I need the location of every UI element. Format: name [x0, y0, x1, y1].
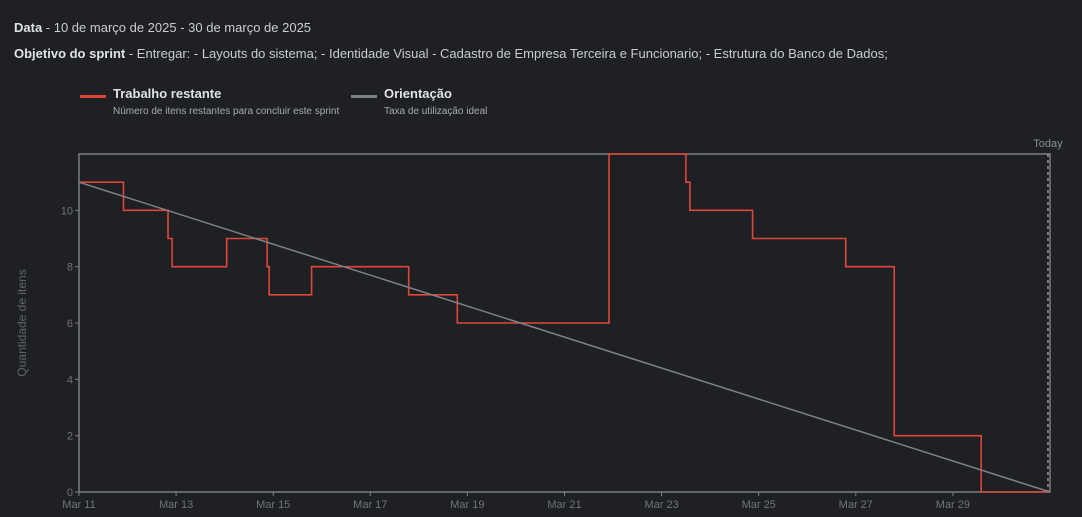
today-label: Today: [1033, 138, 1063, 150]
x-tick-label: Mar 17: [353, 499, 387, 511]
x-axis-ticks: Mar 11 Mar 13 Mar 15 Mar 17 Mar 19 Mar 21 Mar …: [62, 492, 970, 511]
x-tick-label: Mar 23: [644, 499, 678, 511]
legend-swatch-remaining: [80, 95, 106, 98]
plot-area-frame: [78, 153, 1051, 493]
sprint-date-line: Data - 10 de março de 2025 - 30 de março…: [14, 20, 311, 35]
x-tick-label: Mar 25: [742, 499, 776, 511]
legend-swatch-guideline: [351, 95, 377, 98]
y-tick-label: 0: [67, 487, 73, 499]
x-tick-label: Mar 27: [839, 499, 873, 511]
x-tick-label: Mar 21: [547, 499, 581, 511]
x-tick-label: Mar 19: [450, 499, 484, 511]
y-axis-ticks: 0 2 4 6 8 10: [61, 205, 79, 499]
x-tick-label: Mar 29: [936, 499, 970, 511]
series-line-remaining-work: [79, 153, 1048, 493]
goal-value: - Entregar: - Layouts do sistema; - Iden…: [125, 46, 888, 61]
y-tick-label: 4: [67, 374, 73, 386]
legend-title-remaining: Trabalho restante: [113, 86, 222, 101]
date-value: - 10 de março de 2025 - 30 de março de 2…: [42, 20, 312, 35]
y-axis-label: Quantidade de itens: [15, 269, 29, 376]
date-label: Data: [14, 20, 43, 35]
series-layer: [78, 153, 1051, 493]
x-tick-label: Mar 15: [256, 499, 290, 511]
x-tick-label: Mar 11: [62, 499, 95, 511]
sprint-goal-line: Objetivo do sprint - Entregar: - Layouts…: [14, 46, 888, 61]
y-tick-label: 10: [61, 205, 73, 217]
goal-label: Objetivo do sprint: [14, 46, 126, 61]
y-tick-label: 8: [67, 262, 73, 274]
x-tick-label: Mar 13: [159, 499, 193, 511]
y-tick-label: 2: [67, 431, 73, 443]
series-line-guideline: [78, 181, 1051, 493]
y-tick-label: 6: [67, 318, 73, 330]
legend-subtitle-guideline: Taxa de utilização ideal: [384, 106, 488, 117]
legend-title-guideline: Orientação: [384, 86, 452, 101]
legend-subtitle-remaining: Número de itens restantes para concluir …: [113, 106, 340, 117]
